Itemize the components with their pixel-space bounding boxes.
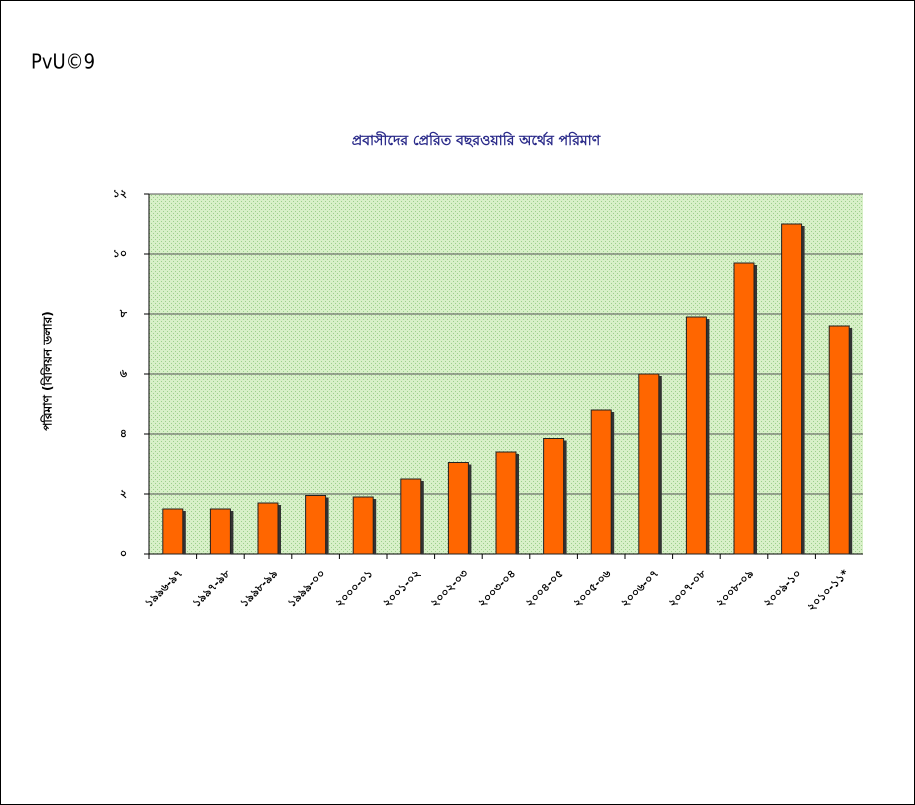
- y-tick-label: ২: [120, 487, 127, 500]
- x-tick-label: ২০০১-০২: [380, 567, 423, 610]
- x-tick-label: ২০০৩-০৪: [475, 567, 518, 610]
- bar: [828, 325, 850, 555]
- bar: [400, 478, 422, 555]
- bar: [685, 316, 707, 555]
- y-tick-label: ১২: [113, 187, 127, 200]
- bar: [781, 223, 803, 555]
- y-tick-label: ১০: [113, 247, 127, 260]
- y-tick-label: ৬: [120, 367, 128, 380]
- x-tick-label: ১৯৯৬-৯৭: [142, 567, 185, 610]
- bar: [209, 508, 231, 555]
- x-tick-label: ২০০৮-০৯: [713, 567, 756, 610]
- x-tick-label: ২০১০-১১*: [805, 567, 852, 614]
- chart-title: প্রবাসীদের প্রেরিত বছরওয়ারি অর্থের পরিম…: [352, 131, 601, 149]
- bar: [447, 462, 469, 555]
- bar: [162, 508, 184, 555]
- x-tick-label: ১৯৯৭-৯৮: [190, 566, 233, 609]
- x-tick-label: ২০০৯-১০: [761, 567, 804, 610]
- bar: [543, 438, 565, 555]
- bar: [257, 502, 279, 555]
- y-tick-label: ০: [120, 547, 127, 560]
- bar: [495, 451, 517, 555]
- x-tick-label: ১৯৯৮-৯৯: [238, 567, 281, 610]
- bar: [733, 262, 755, 555]
- x-tick-label: ২০০৭-০৮: [666, 566, 709, 609]
- x-tick-label: ২০০২-০৩: [428, 567, 471, 610]
- y-tick-label: ৮: [119, 307, 128, 320]
- y-axis-label: পরিমাণ (বিলিয়ন ডলার): [40, 311, 55, 430]
- bar: [352, 496, 374, 555]
- x-tick-label: ১৯৯৯-০০: [285, 567, 328, 610]
- y-tick-label: ৪: [120, 427, 127, 440]
- heading: PvU©9: [31, 50, 95, 74]
- x-tick-label: ২০০০-০১: [333, 567, 376, 610]
- x-tick-label: ২০০৫-০৬: [571, 566, 614, 609]
- x-tick-label: ২০০৪-০৫: [523, 567, 566, 610]
- bar: [590, 409, 612, 555]
- x-tick-label: ২০০৬-০৭: [618, 567, 661, 610]
- bar: [638, 373, 660, 555]
- bar: [305, 495, 327, 555]
